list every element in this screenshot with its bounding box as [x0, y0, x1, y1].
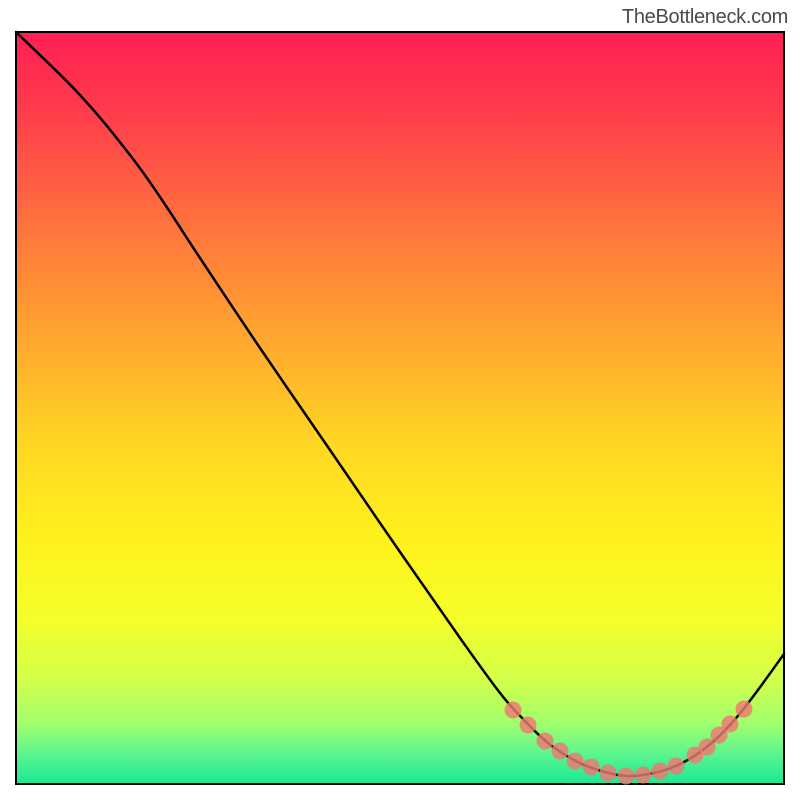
marker-point: [600, 765, 617, 782]
marker-point: [736, 701, 753, 718]
marker-point: [505, 702, 522, 719]
marker-point: [552, 743, 569, 760]
watermark-text: TheBottleneck.com: [622, 6, 788, 29]
marker-point: [583, 759, 600, 776]
chart-svg: [0, 0, 800, 800]
marker-point: [668, 758, 685, 775]
marker-point: [537, 733, 554, 750]
marker-point: [699, 739, 716, 756]
marker-point: [520, 717, 537, 734]
chart-container: TheBottleneck.com: [0, 0, 800, 800]
marker-point: [567, 753, 584, 770]
marker-point: [618, 768, 635, 785]
plot-background: [16, 32, 784, 784]
marker-point: [722, 716, 739, 733]
marker-point: [635, 767, 652, 784]
marker-point: [652, 763, 669, 780]
